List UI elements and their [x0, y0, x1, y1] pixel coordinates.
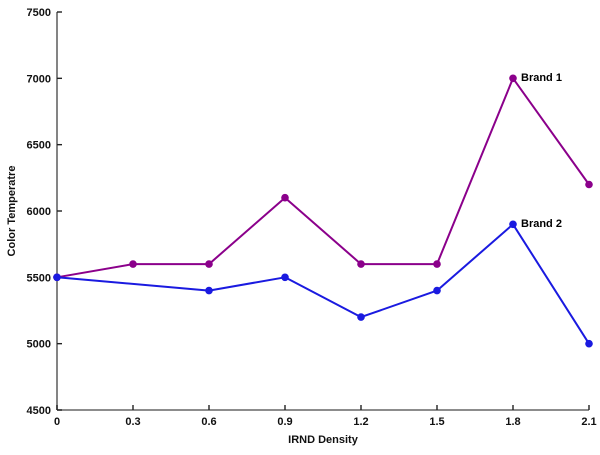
data-point-marker — [281, 193, 289, 202]
y-axis-title: Color Temperatre — [6, 165, 18, 257]
x-axis-title: IRND Density — [288, 434, 358, 446]
y-tick-label: 6500 — [27, 140, 51, 152]
x-tick-label: 0 — [54, 416, 60, 428]
y-tick-label: 5000 — [27, 339, 51, 351]
data-point-marker — [205, 286, 213, 295]
x-tick-label: 1.8 — [505, 416, 520, 428]
data-point-marker — [433, 260, 441, 268]
y-tick-label: 7500 — [27, 7, 51, 19]
y-tick-label: 4500 — [27, 405, 51, 417]
y-tick-label: 6000 — [27, 206, 51, 218]
data-point-marker — [281, 273, 289, 282]
data-point-marker — [585, 339, 593, 348]
data-point-marker — [509, 220, 517, 229]
data-point-marker — [357, 260, 365, 268]
x-tick-label: 0.6 — [201, 416, 216, 428]
data-point-marker — [129, 260, 137, 268]
y-tick-label: 5500 — [27, 272, 51, 284]
x-tick-label: 1.2 — [353, 416, 368, 428]
x-tick-label: 2.1 — [581, 416, 596, 428]
series-label-brand-1: Brand 1 — [521, 72, 562, 85]
series-label-brand-2: Brand 2 — [521, 218, 562, 231]
data-point-marker — [433, 286, 441, 295]
data-point-marker — [205, 260, 213, 268]
data-point-marker — [53, 273, 61, 282]
series-line-1 — [56, 77, 590, 279]
x-tick-label: 0.3 — [125, 416, 140, 428]
x-tick-label: 1.5 — [429, 416, 444, 428]
data-point-marker — [585, 180, 593, 189]
y-tick-label: 7000 — [27, 73, 51, 85]
x-tick-label: 0.9 — [277, 416, 292, 428]
data-point-marker — [357, 313, 365, 321]
series-line-2 — [56, 223, 590, 345]
data-point-marker — [509, 74, 517, 83]
